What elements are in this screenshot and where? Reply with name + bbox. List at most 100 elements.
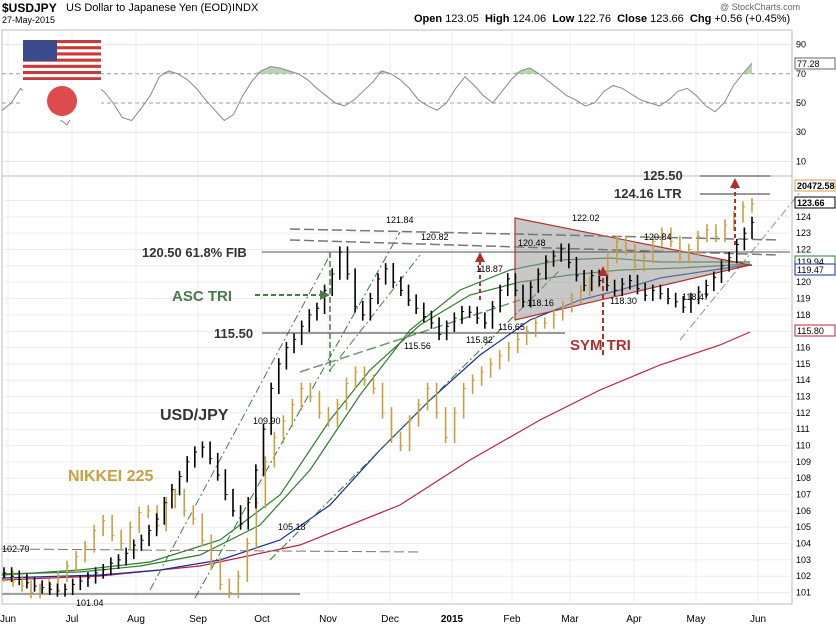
- ma-blue-line: [1, 264, 753, 579]
- price-tick-label: 124: [796, 212, 811, 222]
- sym-triangle: [514, 217, 751, 321]
- nikkei-layer: [3, 198, 755, 599]
- high-value: 124.06: [512, 13, 547, 25]
- x-tick-label: Jul: [66, 614, 79, 625]
- price-label-115-56: 115.56: [404, 341, 431, 351]
- x-tick-label: Dec: [381, 614, 399, 625]
- level-12550-label: 125.50: [643, 168, 683, 183]
- price-label-109-90: 109.90: [253, 416, 281, 426]
- price-label-116-65: 116.65: [498, 322, 525, 332]
- watermark: @ StockCharts.com: [720, 2, 801, 12]
- fib-label: 120.50 61.8% FIB: [142, 245, 247, 260]
- rsi-value-tag: 77.28: [797, 59, 820, 69]
- close-value: 123.66: [650, 13, 684, 25]
- chg-value: +0.56 (+0.45%): [714, 13, 791, 25]
- x-tick-label: 2015: [441, 614, 464, 625]
- ma-green-tag: 119.94: [797, 257, 824, 267]
- ma-red-tag-box: [794, 324, 836, 337]
- nikkei-value-tag: 20472.58: [797, 181, 835, 191]
- usdjpy-series-label: USD/JPY: [160, 407, 229, 424]
- price-tick-label: 123: [796, 228, 811, 238]
- x-tick-label: Jun: [0, 614, 16, 625]
- price-tick-label: 111: [796, 424, 810, 434]
- price-label-118-30: 118.30: [610, 296, 637, 306]
- breakout-arrow-may: [730, 178, 740, 245]
- price-label-118-16: 118.16: [527, 298, 554, 308]
- rsi-tick-label: 10: [796, 156, 806, 166]
- price-tick-label: 112: [796, 408, 810, 418]
- price-label-121-84: 121.84: [386, 215, 414, 225]
- price-tick-label: 116: [796, 343, 810, 353]
- close-label: Close: [617, 13, 648, 25]
- low-label: Low: [552, 13, 575, 25]
- low-value: 122.76: [577, 13, 611, 25]
- chg-label: Chg: [689, 13, 712, 25]
- ma-red-line: [1, 331, 751, 581]
- price-tick-label: 106: [796, 506, 811, 516]
- price-tick-label: 108: [796, 473, 811, 483]
- price-tick-label: 122: [796, 245, 811, 255]
- japan-flag-icon: [23, 84, 101, 120]
- date-label: 27-May-2015: [2, 15, 56, 25]
- rsi-overbought-fill: [2, 63, 752, 74]
- nikkei-series-label: NIKKEI 225: [68, 468, 153, 485]
- ma-blue-tag: 119.47: [797, 265, 824, 275]
- rsi-layer: [1, 62, 753, 126]
- rsi-axis: 90 70 50 30 10: [796, 40, 806, 167]
- ma-red-tag: 115.80: [797, 326, 824, 336]
- price-label-118-47: 118.47: [682, 292, 709, 302]
- rsi-tick-label: 70: [796, 69, 806, 79]
- price-label-120-48: 120.48: [518, 238, 546, 248]
- price-tick-label: 110: [796, 441, 810, 451]
- trend-channel-line-1: [194, 231, 401, 599]
- rsi-line: [1, 62, 753, 126]
- price-tick-label: 118: [796, 310, 810, 320]
- price-point-labels: 102.79 101.04 109.90 105.18 121.84 115.5…: [2, 213, 709, 608]
- asc-tri-label: ASC TRI: [172, 288, 232, 305]
- open-value: 123.05: [445, 13, 479, 25]
- level-11550-label: 115.50: [214, 326, 253, 341]
- price-label-118-87: 118.87: [476, 264, 503, 274]
- trend-channel-line-2: [149, 254, 331, 591]
- breakout-arrow-jan: [475, 252, 485, 300]
- sym-tri-arrow: [598, 266, 608, 355]
- price-tick-label: 113: [796, 392, 810, 402]
- price-tick-label: 119: [796, 294, 810, 304]
- exchange-label: INDX: [232, 2, 259, 14]
- price-label-122-02: 122.02: [572, 213, 600, 223]
- x-axis: Jun Jul Aug Sep Oct Nov Dec 2015 Feb Mar Apr May Jun: [0, 614, 766, 625]
- x-tick-label: Apr: [626, 614, 642, 625]
- price-tick-label: 102: [796, 571, 811, 581]
- nikkei-value-tag-box: [794, 179, 836, 192]
- x-tick-label: Jun: [750, 614, 766, 625]
- rsi-grid: [2, 30, 792, 176]
- rsi-value-tag-box: [794, 57, 836, 70]
- usdjpy-value-tag-box: [794, 196, 836, 209]
- x-tick-label: Feb: [503, 614, 521, 625]
- asc-tri-upper-line: [329, 254, 421, 371]
- us-flag-icon: [23, 40, 101, 80]
- price-tick-label: 120: [796, 277, 811, 287]
- price-tick-label: 115: [796, 359, 810, 369]
- price-tick-label: 103: [796, 555, 811, 565]
- rsi-tick-label: 30: [796, 127, 806, 137]
- ltr-label: 124.16 LTR: [614, 186, 682, 201]
- high-label: High: [484, 13, 510, 25]
- price-label-120-84: 120.84: [644, 232, 672, 242]
- asc-tri-arrow: [255, 290, 330, 300]
- x-tick-label: Mar: [561, 614, 579, 625]
- x-tick-label: Nov: [319, 614, 337, 625]
- right-tags: 77.28 20472.58 123.66 119.94 119.47 115.…: [794, 57, 836, 337]
- trend-channel-line-3: [269, 269, 561, 561]
- symbol-label: $USDJPY: [2, 1, 57, 15]
- price-tick-label: 104: [796, 539, 811, 549]
- price-tick-label: 105: [796, 522, 811, 532]
- usdjpy-layer: [3, 216, 755, 597]
- price-tick-label: 109: [796, 457, 811, 467]
- usdjpy-value-tag: 123.66: [797, 198, 825, 208]
- asc-tri-lower-line: [299, 299, 521, 373]
- ohlc-readout: Open 123.05 High 124.06 Low 122.76 Close…: [414, 13, 790, 25]
- x-tick-label: May: [687, 614, 706, 625]
- x-tick-label: Oct: [254, 614, 270, 625]
